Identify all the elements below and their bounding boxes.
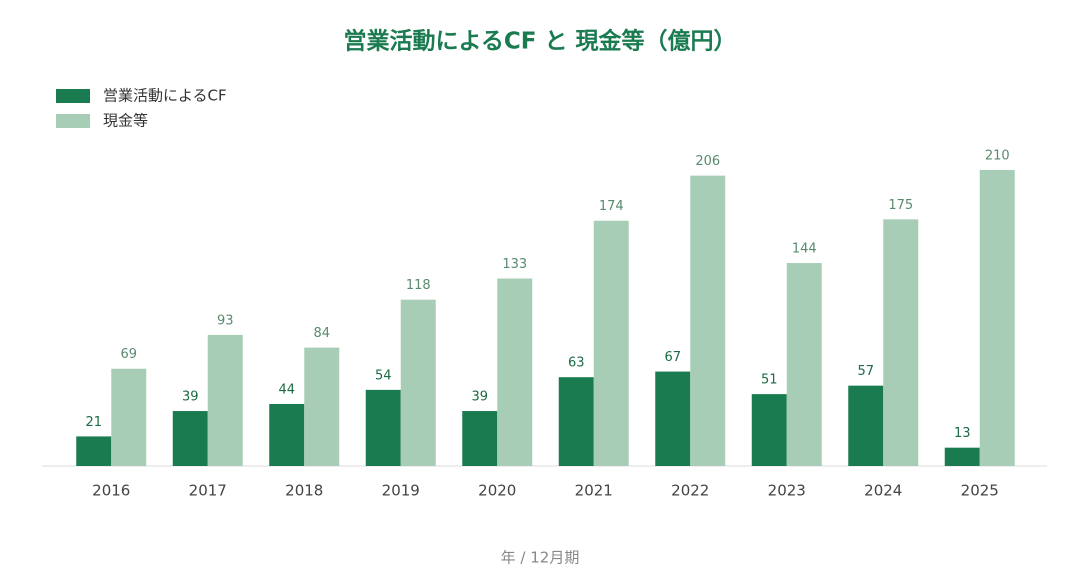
bar [558, 377, 594, 466]
value-label: 210 [985, 149, 1010, 164]
x-tick-label: 2018 [285, 482, 323, 500]
value-label: 39 [182, 390, 199, 405]
bar [979, 170, 1015, 466]
value-label: 206 [695, 154, 720, 169]
value-label: 133 [502, 257, 527, 272]
value-label: 51 [761, 373, 778, 388]
x-tick-label: 2024 [864, 482, 902, 500]
bar [944, 447, 980, 466]
value-label: 69 [120, 347, 137, 362]
value-label: 175 [888, 198, 913, 213]
bar [400, 299, 436, 466]
value-label: 13 [954, 426, 971, 441]
legend-label: 現金等 [103, 112, 148, 130]
value-label: 144 [792, 242, 817, 257]
bar [304, 347, 340, 466]
bar [76, 436, 112, 466]
x-tick-label: 2016 [92, 482, 130, 500]
bar [269, 403, 305, 466]
value-label: 67 [664, 350, 681, 365]
bar [883, 219, 919, 466]
value-label: 118 [406, 278, 431, 293]
bar [172, 411, 208, 466]
value-label: 44 [278, 382, 295, 397]
x-tick-label: 2023 [768, 482, 806, 500]
legend-label: 営業活動によるCF [103, 87, 227, 105]
x-tick-label: 2017 [189, 482, 227, 500]
bar [497, 278, 533, 466]
value-label: 84 [313, 326, 330, 341]
bar [751, 394, 787, 466]
x-tick-label: 2022 [671, 482, 709, 500]
x-tick-label: 2020 [478, 482, 516, 500]
value-label: 93 [217, 313, 234, 328]
bar [207, 334, 243, 466]
value-label: 63 [568, 356, 585, 371]
bar [111, 368, 147, 466]
bar [593, 220, 629, 466]
bar [655, 371, 691, 466]
bar [848, 385, 884, 466]
x-tick-label: 2021 [575, 482, 613, 500]
legend-swatch [56, 89, 90, 103]
value-label: 39 [471, 390, 488, 405]
x-tick-label: 2025 [961, 482, 999, 500]
bar [690, 175, 726, 466]
bar [786, 263, 822, 466]
x-tick-label: 2019 [382, 482, 420, 500]
bar [462, 411, 498, 466]
value-label: 174 [599, 199, 624, 214]
value-label: 54 [375, 368, 392, 383]
x-axis-title: 年 / 12月期 [501, 549, 580, 567]
chart-title: 営業活動によるCF と 現金等（億円） [344, 28, 737, 55]
legend-swatch [56, 114, 90, 128]
value-label: 57 [857, 364, 874, 379]
bar [365, 389, 401, 466]
value-label: 21 [85, 415, 102, 430]
